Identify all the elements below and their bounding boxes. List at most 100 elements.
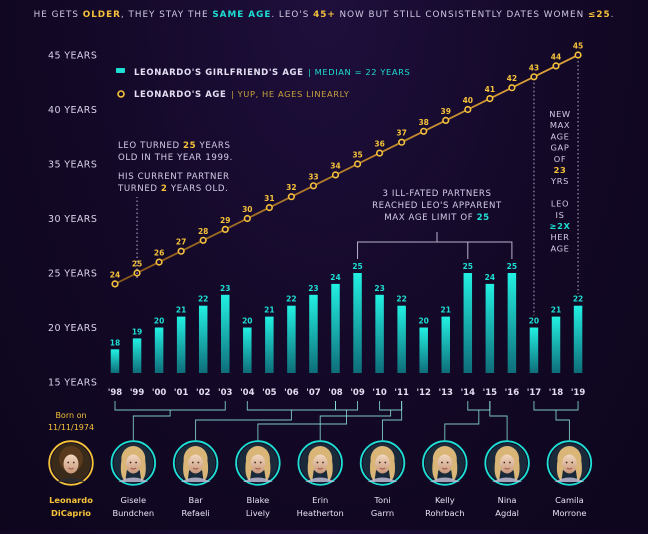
avatar-eye bbox=[191, 461, 194, 464]
girlfriend-age-bars: 18 19 20 21 22 23 20 21 22 23 24 25 23 22 20 21 25 24 25 20… bbox=[110, 262, 583, 373]
girlfriend-bar-label: 22 bbox=[198, 295, 208, 304]
title-part: OLDER bbox=[83, 10, 121, 20]
annotation-age-gap: AGE bbox=[550, 243, 569, 253]
avatar-face bbox=[63, 454, 79, 474]
girlfriend-bar-label: 21 bbox=[264, 306, 274, 315]
person-last-name: Morrone bbox=[552, 508, 586, 518]
x-axis: '98 '99 '00 '01 '02 '03 '04 '05 '06 '07 '08 '09 '10 '… bbox=[108, 388, 586, 398]
leo-age-label: 45 bbox=[573, 42, 583, 51]
title-part: SAME AGE bbox=[212, 10, 271, 20]
title-part: . bbox=[611, 10, 615, 20]
people-row: Leonardo DiCaprio Born on 11/11/1974 Gisele B… bbox=[48, 411, 593, 518]
connector-link bbox=[257, 410, 347, 441]
avatar-shoulders bbox=[367, 477, 398, 482]
leo-age-label: 40 bbox=[463, 96, 473, 105]
leo-age-label: 26 bbox=[154, 249, 164, 258]
girlfriend-bar bbox=[397, 305, 406, 373]
avatar-eye bbox=[384, 461, 387, 464]
leo-age-label: 37 bbox=[396, 129, 406, 138]
x-tick-label: '04 bbox=[240, 388, 255, 398]
connector-span bbox=[467, 401, 491, 411]
avatar-shoulders bbox=[242, 477, 273, 482]
person-last-name: Bundchen bbox=[112, 508, 154, 518]
x-tick-label: '18 bbox=[549, 388, 564, 398]
avatar-mouth bbox=[566, 467, 573, 470]
person-last-name: Lively bbox=[246, 508, 270, 518]
leo-age-point bbox=[530, 73, 538, 81]
girlfriend-bar bbox=[331, 283, 340, 373]
avatar-eye bbox=[135, 461, 138, 464]
girlfriend-bar-label: 25 bbox=[463, 262, 473, 271]
annotation-age-gap: OF bbox=[554, 154, 567, 164]
girlfriend-bar-label: 24 bbox=[330, 273, 340, 282]
avatar-mouth bbox=[504, 467, 510, 470]
title-part: ≤25 bbox=[588, 10, 611, 20]
title-part: , THEY STAY THE bbox=[121, 10, 212, 20]
annotation-age-gap: HER bbox=[550, 232, 569, 242]
leo-age-point bbox=[265, 204, 273, 212]
x-tick-label: '19 bbox=[571, 388, 586, 398]
avatar-ring bbox=[359, 440, 406, 486]
legend-median-note: | MEDIAN = 22 YEARS bbox=[308, 67, 410, 77]
annotation-turned-25: LEO TURNED 25 YEARS bbox=[118, 141, 231, 151]
annotation-current-partner: HIS CURRENT PARTNER bbox=[118, 172, 230, 182]
connector-link bbox=[132, 410, 171, 441]
annotation-age-gap: IS bbox=[556, 210, 565, 220]
avatar-hair-side bbox=[307, 461, 315, 481]
y-tick-label: 40 YEARS bbox=[48, 105, 97, 116]
avatar-ring bbox=[48, 440, 94, 486]
legend-linear-note: | YUP, HE AGES LINEARLY bbox=[231, 89, 350, 99]
avatar-face bbox=[499, 454, 515, 474]
leo-age-point bbox=[442, 116, 450, 124]
girlfriend-bar bbox=[485, 283, 495, 373]
girlfriend-bar-label: 23 bbox=[220, 284, 230, 293]
annotation-segment: 2 bbox=[161, 184, 168, 194]
avatar-partner bbox=[484, 440, 530, 486]
annotation-age-gap: 23 bbox=[554, 165, 567, 175]
avatar-mouth bbox=[379, 467, 386, 470]
x-tick-label: '05 bbox=[262, 388, 277, 398]
girlfriend-bar bbox=[551, 316, 561, 373]
legend-swatch-leo bbox=[117, 90, 125, 98]
legend: LEONARDO'S GIRLFRIEND'S AGE | MEDIAN = 22… bbox=[116, 67, 410, 100]
leo-age-label: 32 bbox=[286, 183, 296, 192]
person-last-name: Heatherton bbox=[297, 508, 344, 518]
avatar-shoulders bbox=[118, 477, 149, 482]
avatar-ring bbox=[484, 440, 530, 486]
annotation-segment: YEARS bbox=[196, 141, 230, 151]
girlfriend-bar bbox=[353, 273, 362, 373]
leo-age-point bbox=[221, 225, 229, 233]
annotation-segment: MAX AGE LIMIT OF bbox=[384, 213, 476, 223]
leo-born-date: 11/11/1974 bbox=[48, 423, 94, 432]
leo-age-point bbox=[177, 247, 185, 255]
annotation-segment: OLD IN THE YEAR 1999. bbox=[118, 153, 233, 163]
annotation-bracket bbox=[357, 241, 513, 259]
annotation-segment: YEARS OLD. bbox=[168, 184, 229, 194]
leo-age-label: 30 bbox=[242, 205, 252, 214]
avatar-ring bbox=[110, 440, 156, 486]
y-tick-label: 45 YEARS bbox=[48, 51, 97, 62]
girlfriend-bar bbox=[463, 273, 473, 373]
connector-link bbox=[195, 410, 292, 441]
girlfriend-bar-label: 20 bbox=[242, 317, 252, 326]
girlfriend-bar bbox=[110, 349, 120, 373]
x-tick-label: '17 bbox=[527, 388, 542, 398]
person-first-name: Leonardo bbox=[49, 495, 93, 505]
person-first-name: Kelly bbox=[435, 495, 455, 505]
annotation-segment: HIS CURRENT PARTNER bbox=[118, 172, 230, 182]
annotation-age-gap: GAP bbox=[551, 143, 570, 153]
avatar-hair-side bbox=[183, 461, 190, 481]
annotation-segment: OF bbox=[554, 154, 567, 164]
girlfriend-bar bbox=[507, 273, 517, 373]
avatar-eye bbox=[197, 461, 200, 464]
girlfriend-bar bbox=[176, 316, 186, 373]
person-last-name: Refaeli bbox=[181, 508, 209, 518]
x-tick-label: '16 bbox=[505, 388, 520, 398]
leo-age-point bbox=[376, 149, 384, 157]
avatar-hair-side bbox=[388, 461, 395, 481]
leo-age-label: 41 bbox=[485, 85, 495, 94]
avatar-shoulders bbox=[429, 477, 460, 482]
x-tick-label: '99 bbox=[130, 388, 145, 398]
girlfriend-bar-label: 24 bbox=[485, 273, 495, 282]
x-tick-label: '13 bbox=[439, 388, 454, 398]
